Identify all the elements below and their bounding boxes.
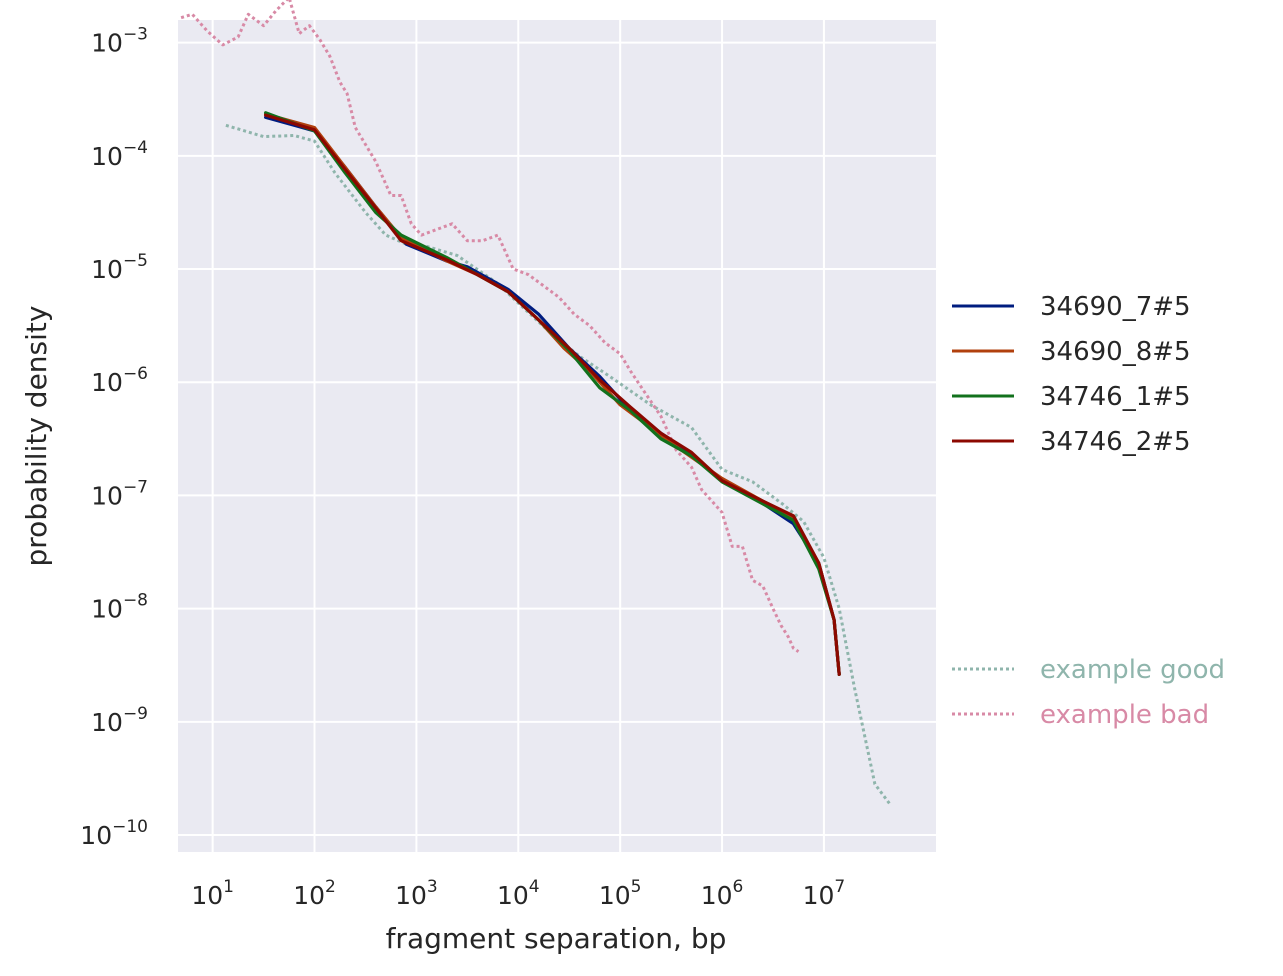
x-axis-label: fragment separation, bp: [386, 922, 727, 955]
y-tick-label: 10−6: [91, 364, 148, 397]
x-tick-label: 106: [701, 877, 744, 910]
legend-label: 34746_1#5: [1040, 382, 1191, 412]
y-tick-label: 10−5: [91, 251, 148, 284]
y-tick-label: 10−4: [91, 138, 148, 171]
legend-item: 34690_7#5: [952, 292, 1191, 322]
legend-item: 34746_1#5: [952, 382, 1191, 412]
y-tick-label: 10−3: [91, 25, 148, 58]
y-tick-labels: 10−3 10−4 10−5 10−6 10−7 10−8 10−9 10−10: [80, 25, 148, 850]
legend-label: example bad: [1040, 700, 1209, 730]
y-tick-label: 10−9: [91, 704, 148, 737]
x-tick-label: 101: [191, 877, 234, 910]
legend-item: 34690_8#5: [952, 337, 1191, 367]
legend-label: 34690_7#5: [1040, 292, 1191, 322]
series-line-34746-2-5: [264, 113, 841, 676]
y-tick-label: 10−10: [80, 817, 148, 850]
legend: 34690_7#5 34690_8#5 34746_1#5 34746_2#5exam…: [952, 292, 1225, 730]
x-tick-label: 107: [803, 877, 846, 910]
y-tick-label: 10−7: [91, 477, 148, 510]
y-axis-label: probability density: [20, 306, 53, 567]
x-tick-label: 102: [293, 877, 336, 910]
legend-label: 34746_2#5: [1040, 427, 1191, 457]
y-tick-label: 10−8: [91, 591, 148, 624]
x-tick-label: 103: [395, 877, 438, 910]
series-line-example-bad: [180, 0, 800, 653]
legend-item: example good: [952, 655, 1225, 685]
series-line-34746-1-5: [264, 111, 841, 676]
x-tick-labels: 101 102 103 104 105 106 107: [191, 877, 845, 910]
x-tick-label: 105: [599, 877, 642, 910]
x-tick-label: 104: [497, 877, 540, 910]
legend-label: example good: [1040, 655, 1225, 685]
legend-item: 34746_2#5: [952, 427, 1191, 457]
plot-background: [178, 20, 936, 852]
legend-item: example bad: [952, 700, 1209, 730]
series-layer: [180, 0, 892, 806]
grid: [178, 20, 936, 852]
legend-label: 34690_8#5: [1040, 337, 1191, 367]
